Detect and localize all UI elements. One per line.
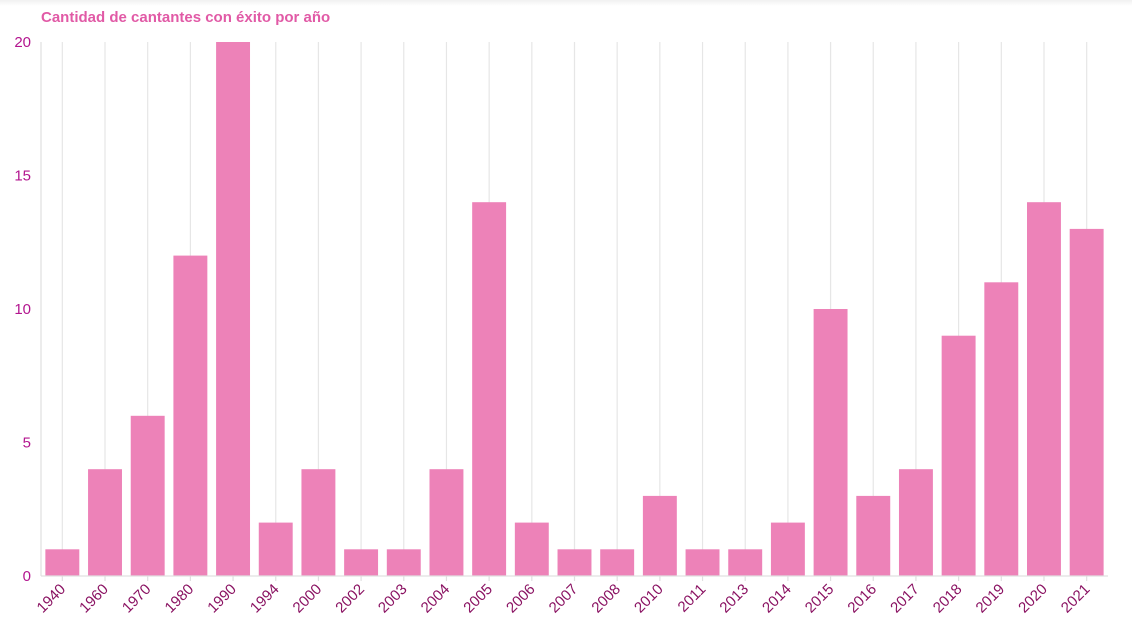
grid-layer [61,42,1088,576]
x-tick-label: 2008 [588,581,624,617]
bar-2002 [344,549,379,576]
x-tick-label: 2015 [802,581,838,617]
x-tick-label: 1990 [204,581,240,617]
bar-2007 [557,549,592,576]
y-tick-label: 10 [14,301,31,318]
x-tick-label: 2006 [503,581,539,617]
x-tick-label: 2013 [716,581,752,617]
x-tick-label: 2002 [332,581,368,617]
x-tick-label: 2000 [290,581,326,617]
y-axis-ticks: 0 5 10 15 20 [14,34,31,585]
x-tick-label: 2021 [1058,581,1094,617]
x-tick-label: 2010 [631,581,667,617]
bar-1990 [216,42,251,576]
y-tick-label: 15 [14,168,31,185]
bar-2015 [813,309,848,576]
bar-1960 [88,469,122,576]
bar-2020 [1027,202,1061,576]
bar-2016 [856,495,891,576]
top-strip [0,0,1132,6]
x-tick-label: 2011 [675,581,710,616]
x-tick-label: 2018 [930,581,966,617]
chart-title: Cantidad de cantantes con éxito por año [41,9,331,26]
x-axis-ticks: 1940 1960 1970 1980 1990 1994 2000 2002 2003 2004… [34,581,1094,617]
x-tick-label: 1980 [162,581,198,617]
x-tick-label: 2019 [973,581,1009,617]
x-tick-label: 2003 [375,581,411,617]
x-tick-label: 2004 [418,581,454,617]
bar-2013 [728,549,763,576]
bar-2018 [941,335,976,576]
y-tick-label: 20 [14,34,31,51]
y-tick-label: 0 [23,568,31,585]
x-tick-label: 2014 [759,581,795,617]
bar-2021 [1069,228,1104,576]
x-tick-label: 2005 [460,581,496,617]
bar-2006 [514,522,549,576]
x-tick-label: 1940 [34,581,70,617]
x-tick-label: 2020 [1015,581,1051,617]
bar-2010 [642,495,677,576]
axis-layer [40,42,1108,581]
bar-2017 [898,469,933,576]
bar-2011 [685,549,720,576]
bar-2000 [301,469,336,576]
bar-2008 [600,549,635,576]
bar-2004 [429,469,464,576]
bar-2003 [386,549,421,576]
x-tick-label: 1960 [76,581,112,617]
x-tick-label: 1994 [247,581,283,617]
bar-2014 [770,522,805,576]
bar-1970 [130,415,165,576]
bar-1994 [258,522,293,576]
bar-1940 [45,549,80,576]
x-tick-label: 1970 [119,581,155,617]
x-tick-label: 2017 [887,581,923,617]
y-tick-label: 5 [23,435,31,452]
x-tick-label: 2016 [844,581,880,617]
x-tick-label: 2007 [546,581,582,617]
bar-2019 [984,282,1019,576]
bar-1980 [173,255,208,576]
bar-2005 [472,202,507,576]
bar-layer [45,42,1104,576]
